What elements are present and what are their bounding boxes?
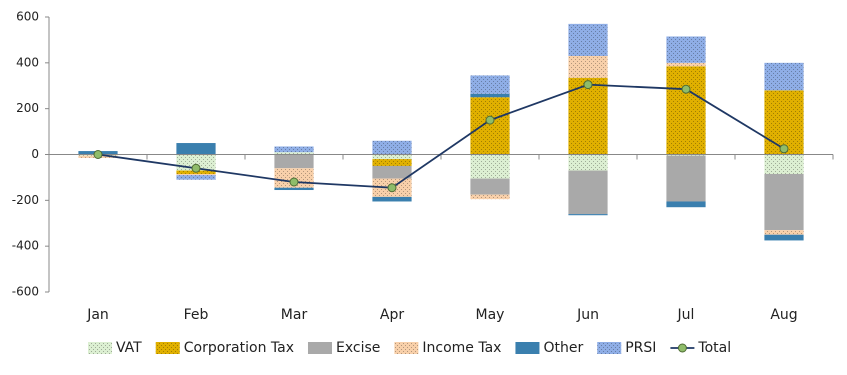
bar-segment <box>764 173 804 231</box>
total-marker <box>191 163 201 173</box>
bar-segment <box>372 165 412 179</box>
bar-segment <box>176 173 216 176</box>
y-tick-label: 600 <box>16 10 39 24</box>
bar-segment <box>666 66 706 155</box>
bar-segment <box>666 36 706 63</box>
total-marker <box>387 183 397 193</box>
bar-segment <box>274 152 314 155</box>
bar-segment <box>274 187 314 191</box>
legend-swatch <box>394 342 419 354</box>
bar-segment <box>470 75 510 94</box>
legend-label: Corporation Tax <box>184 340 294 356</box>
legend-marker <box>677 343 687 353</box>
legend-item: Income Tax <box>394 340 501 356</box>
bar-segment <box>372 196 412 202</box>
bar-segment <box>666 201 706 208</box>
bar-segment <box>666 155 706 202</box>
legend-label: Other <box>543 340 583 356</box>
y-tick-label: 400 <box>16 55 39 69</box>
legend-item: Other <box>515 340 583 356</box>
legend-label: VAT <box>116 340 142 356</box>
bar-segment <box>274 146 314 153</box>
bar-segment <box>568 154 608 171</box>
total-marker <box>583 80 593 90</box>
legend-item: Corporation Tax <box>155 340 294 356</box>
bar-segment <box>568 214 608 216</box>
total-line <box>97 83 785 189</box>
x-tick-label: Jun <box>576 307 599 323</box>
bar-segment <box>274 154 314 169</box>
legend-item: PRSI <box>597 340 656 356</box>
bar-segment <box>764 154 804 174</box>
bar-segment <box>568 77 608 155</box>
bar-segment <box>764 90 804 155</box>
legend-label: Total <box>697 340 731 356</box>
total-marker <box>93 150 103 159</box>
x-tick-label: Jul <box>677 307 695 323</box>
total-marker <box>289 177 299 187</box>
bar-segment <box>666 62 706 67</box>
total-marker <box>681 84 691 94</box>
legend-label: Income Tax <box>422 340 501 356</box>
legend-item: VAT <box>88 340 142 356</box>
bar-segment <box>764 230 804 235</box>
x-tick-label: May <box>476 307 505 323</box>
total-marker <box>485 115 495 125</box>
legend-label: Excise <box>336 340 380 356</box>
x-tick-label: Jan <box>86 307 109 323</box>
legend-label: PRSI <box>625 340 656 356</box>
bar-segment <box>568 23 608 56</box>
bar-segment <box>470 97 510 155</box>
y-tick-label: 0 <box>31 147 39 161</box>
total-marker <box>779 144 789 154</box>
legend-swatch <box>155 342 180 354</box>
bar-segment <box>568 55 608 78</box>
legend-swatch <box>597 342 622 354</box>
bar-segment <box>470 154 510 179</box>
bar-segment <box>176 175 216 180</box>
bar-segment <box>470 93 510 98</box>
x-tick-label: Feb <box>184 307 209 323</box>
bar-segment <box>372 140 412 155</box>
x-tick-label: Apr <box>380 307 404 323</box>
bar-segment <box>176 143 216 155</box>
y-tick-label: -200 <box>12 193 39 207</box>
y-tick-label: -400 <box>12 239 39 253</box>
legend-swatch <box>515 342 540 354</box>
bar-segment <box>764 234 804 241</box>
y-tick-label: 200 <box>16 101 39 115</box>
y-tick-label: -600 <box>12 285 39 299</box>
bar-segment <box>470 178 510 195</box>
bar-segment <box>764 62 804 91</box>
bar-segment <box>372 154 412 160</box>
bar-segment <box>666 154 706 156</box>
bar-segment <box>470 194 510 200</box>
bar-segment <box>568 170 608 215</box>
legend-item: Excise <box>307 340 380 356</box>
legend-swatch <box>307 342 332 354</box>
x-tick-label: Mar <box>281 307 308 323</box>
legend-item: Total <box>670 340 731 356</box>
bar-segment <box>372 159 412 166</box>
x-tick-label: Aug <box>770 307 797 323</box>
legend-swatch <box>88 342 112 354</box>
